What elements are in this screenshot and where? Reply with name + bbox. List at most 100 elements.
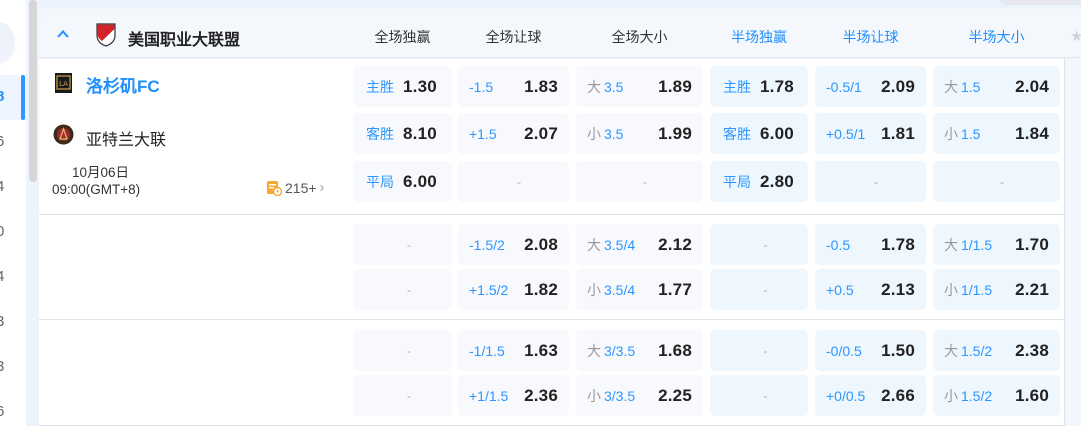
odds-value: 1.50 bbox=[881, 340, 915, 360]
empty-dash: - bbox=[874, 174, 878, 189]
odds-line: 客胜 bbox=[723, 125, 751, 142]
odds-line: 3.5 bbox=[604, 125, 624, 142]
odds-cell[interactable]: +1/1.5 2.36 bbox=[458, 375, 569, 416]
column-header: 半场大小 bbox=[968, 29, 1025, 45]
sidebar-item[interactable]: 4 bbox=[0, 178, 5, 195]
odds-prefix: 小 bbox=[944, 125, 958, 142]
odds-value: 2.36 bbox=[524, 385, 558, 405]
odds-line: 平局 bbox=[366, 173, 394, 190]
away-team[interactable]: 亚特兰大联 bbox=[86, 132, 167, 149]
odds-cell[interactable]: -0.5/1 2.09 bbox=[815, 66, 926, 107]
odds-value: 2.09 bbox=[881, 76, 915, 96]
odds-prefix: 大 bbox=[944, 342, 958, 359]
odds-line: -1/1.5 bbox=[469, 342, 505, 359]
empty-dash: - bbox=[763, 282, 768, 297]
odds-cell[interactable]: 大 3/3.5 1.68 bbox=[576, 330, 703, 371]
odds-line: 1.5 bbox=[961, 78, 981, 95]
odds-cell[interactable]: -1.5 1.83 bbox=[458, 66, 569, 107]
odds-prefix: 小 bbox=[587, 125, 601, 142]
odds-prefix: 小 bbox=[587, 387, 601, 404]
odds-cell[interactable]: +0.5 2.13 bbox=[815, 269, 926, 310]
odds-prefix: 大 bbox=[944, 78, 958, 95]
odds-value: 1.30 bbox=[403, 76, 437, 96]
empty-dash: - bbox=[763, 388, 768, 403]
odds-line: 1.5/2 bbox=[961, 342, 993, 359]
odds-cell[interactable]: 小 3/3.5 2.25 bbox=[576, 375, 703, 416]
top-shadow bbox=[1000, 0, 1081, 5]
odds-cell-empty: - bbox=[710, 269, 808, 310]
odds-cell[interactable]: +0.5/1 1.81 bbox=[815, 113, 926, 154]
sidebar-item[interactable]: 6 bbox=[0, 133, 5, 150]
odds-cell[interactable]: 大 1/1.5 1.70 bbox=[933, 224, 1060, 265]
odds-line: 3/3.5 bbox=[604, 387, 636, 404]
odds-cell[interactable]: 小 1.5 1.84 bbox=[933, 113, 1060, 154]
odds-line: +0.5 bbox=[826, 281, 854, 298]
sidebar: 8 6 4 0 4 3 3 6 bbox=[0, 0, 26, 426]
odds-cell[interactable]: 平局 6.00 bbox=[353, 161, 452, 202]
odds-cell[interactable]: 小 1.5/2 1.60 bbox=[933, 375, 1060, 416]
markets-count: 215+ bbox=[285, 179, 317, 196]
odds-cell[interactable]: 主胜 1.78 bbox=[710, 66, 808, 107]
odds-cell[interactable]: -1.5/2 2.08 bbox=[458, 224, 569, 265]
scrollbar[interactable] bbox=[29, 0, 37, 182]
odds-value: 1.81 bbox=[881, 123, 915, 143]
odds-cell[interactable]: +0/0.5 2.66 bbox=[815, 375, 926, 416]
sidebar-pill[interactable] bbox=[0, 22, 14, 62]
atlanta-logo-icon bbox=[53, 124, 74, 145]
odds-cell-empty: - bbox=[710, 330, 808, 371]
pin-icon[interactable]: ★ bbox=[1070, 28, 1081, 45]
odds-cell[interactable]: 大 1.5 2.04 bbox=[933, 66, 1060, 107]
odds-cell[interactable]: -0.5 1.78 bbox=[815, 224, 926, 265]
chevron-up-icon[interactable] bbox=[57, 28, 69, 40]
odds-cell[interactable]: 主胜 1.30 bbox=[353, 66, 452, 107]
more-markets-link[interactable]: 215+ › bbox=[266, 179, 325, 196]
odds-cell-empty: - bbox=[353, 330, 452, 371]
odds-cell[interactable]: -1/1.5 1.63 bbox=[458, 330, 569, 371]
odds-cell[interactable]: 小 1/1.5 2.21 bbox=[933, 269, 1060, 310]
odds-cell[interactable]: 小 3.5 1.99 bbox=[576, 113, 703, 154]
lafc-logo-icon: LA bbox=[55, 73, 72, 93]
odds-value: 1.63 bbox=[524, 340, 558, 360]
sidebar-item[interactable]: 8 bbox=[0, 88, 5, 105]
odds-line: 客胜 bbox=[366, 125, 394, 142]
odds-cell[interactable]: +1.5/2 1.82 bbox=[458, 269, 569, 310]
odds-value: 1.99 bbox=[658, 123, 692, 143]
odds-value: 1.68 bbox=[658, 340, 692, 360]
odds-cell-empty: - bbox=[576, 161, 703, 202]
odds-cell[interactable]: 小 3.5/4 1.77 bbox=[576, 269, 703, 310]
odds-cell[interactable]: 大 1.5/2 2.38 bbox=[933, 330, 1060, 371]
odds-cell[interactable]: 平局 2.80 bbox=[710, 161, 808, 202]
odds-value: 1.60 bbox=[1015, 385, 1049, 405]
odds-cell[interactable]: 大 3.5/4 2.12 bbox=[576, 224, 703, 265]
odds-cell[interactable]: 客胜 8.10 bbox=[353, 113, 452, 154]
odds-cell[interactable]: 大 3.5 1.89 bbox=[576, 66, 703, 107]
sidebar-item[interactable]: 6 bbox=[0, 403, 5, 420]
column-header: 全场让球 bbox=[485, 29, 542, 45]
group-divider bbox=[39, 214, 1064, 215]
odds-cell[interactable]: -0/0.5 1.50 bbox=[815, 330, 926, 371]
sidebar-item[interactable]: 3 bbox=[0, 358, 5, 375]
sidebar-item[interactable]: 0 bbox=[0, 223, 5, 240]
home-team[interactable]: 洛杉矶FC bbox=[86, 77, 160, 96]
league-name[interactable]: 美国职业大联盟 bbox=[128, 32, 241, 49]
sidebar-item[interactable]: 3 bbox=[0, 313, 5, 330]
divider bbox=[1064, 58, 1065, 426]
odds-value: 1.78 bbox=[881, 234, 915, 254]
odds-line: 3/3.5 bbox=[604, 342, 636, 359]
odds-prefix: 大 bbox=[587, 342, 601, 359]
empty-dash: - bbox=[407, 343, 411, 358]
empty-dash: - bbox=[517, 174, 521, 189]
sidebar-item[interactable]: 4 bbox=[0, 268, 5, 285]
odds-cell[interactable]: +1.5 2.07 bbox=[458, 113, 569, 154]
column-header: 全场大小 bbox=[611, 29, 668, 45]
odds-value: 1.78 bbox=[760, 76, 794, 96]
odds-line: 3.5/4 bbox=[604, 236, 636, 253]
chevron-right-icon: › bbox=[319, 179, 325, 196]
odds-cell[interactable]: 客胜 6.00 bbox=[710, 113, 808, 154]
group-divider bbox=[39, 319, 1064, 320]
odds-line: +1/1.5 bbox=[469, 387, 509, 404]
column-header: 全场独赢 bbox=[374, 29, 431, 45]
odds-line: 1/1.5 bbox=[961, 281, 993, 298]
odds-cell-empty: - bbox=[815, 161, 926, 202]
odds-value: 8.10 bbox=[403, 123, 437, 143]
